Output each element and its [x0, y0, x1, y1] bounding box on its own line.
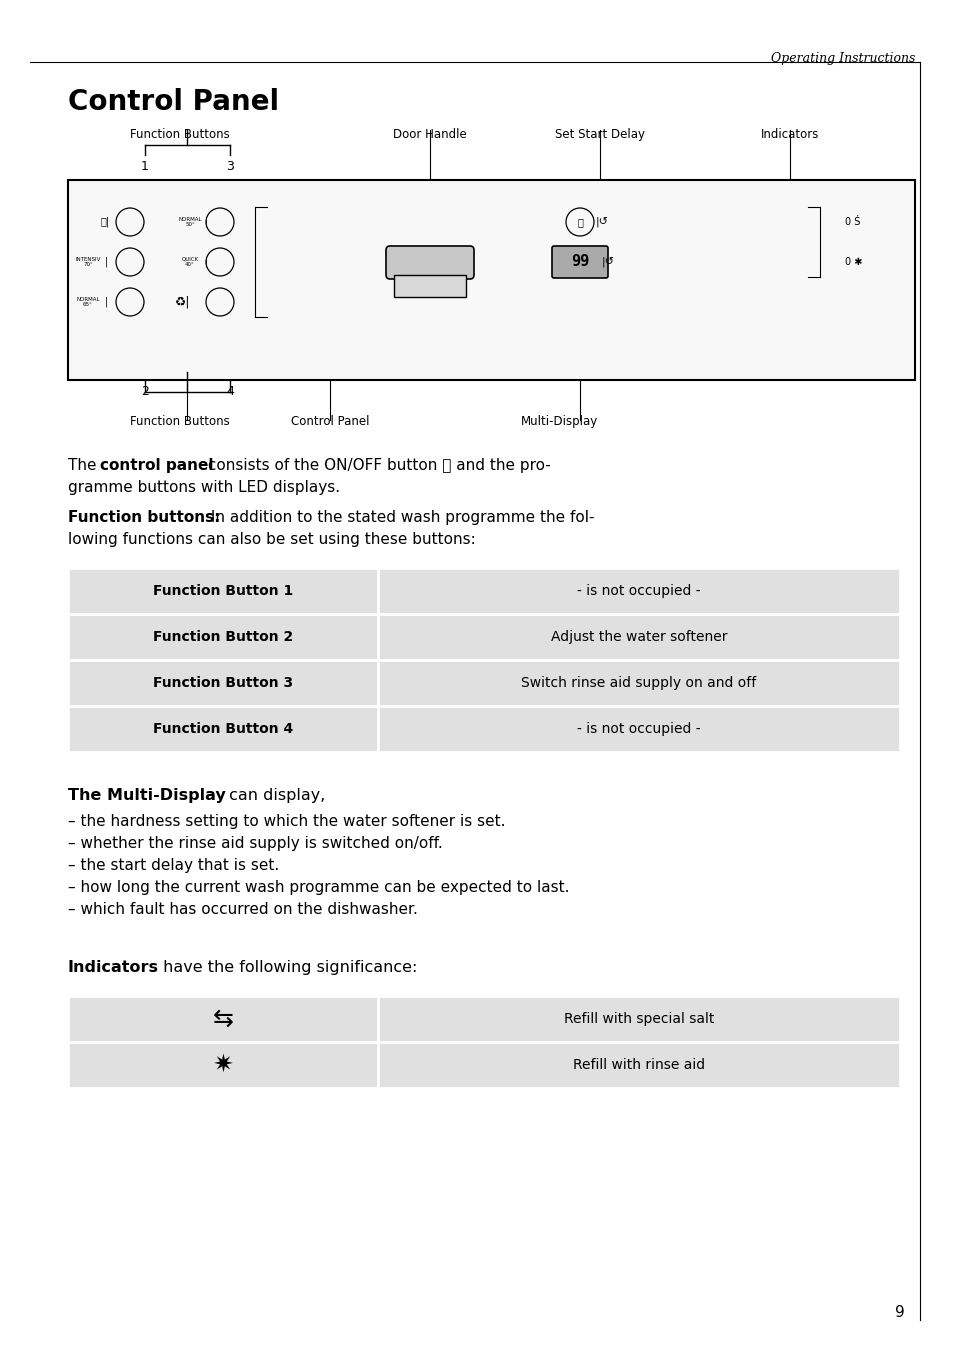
Text: Function Button 2: Function Button 2 — [152, 630, 293, 644]
Text: gramme buttons with LED displays.: gramme buttons with LED displays. — [68, 480, 340, 495]
Text: Function Button 1: Function Button 1 — [152, 584, 293, 598]
Text: |↺: |↺ — [601, 257, 614, 268]
Text: consists of the ON/OFF button Ⓢ and the pro-: consists of the ON/OFF button Ⓢ and the … — [203, 458, 550, 473]
Text: |: | — [104, 257, 108, 268]
Text: Adjust the water softener: Adjust the water softener — [550, 630, 726, 644]
Text: 1: 1 — [141, 160, 149, 173]
Text: Indicators: Indicators — [760, 128, 819, 141]
Text: Operating Instructions: Operating Instructions — [770, 51, 914, 65]
Text: lowing functions can also be set using these buttons:: lowing functions can also be set using t… — [68, 531, 476, 548]
Text: Function Button 3: Function Button 3 — [152, 676, 293, 690]
Text: INTENSIV
70°: INTENSIV 70° — [75, 257, 101, 268]
Bar — [394, 274, 465, 297]
Text: |↺: |↺ — [595, 216, 608, 227]
Text: |: | — [104, 296, 108, 307]
Bar — [68, 706, 899, 752]
Text: Multi-Display: Multi-Display — [521, 415, 598, 429]
Text: |: | — [204, 216, 208, 227]
Text: Function Buttons: Function Buttons — [130, 128, 230, 141]
Bar — [68, 614, 899, 660]
Text: 0 ✱: 0 ✱ — [844, 257, 862, 266]
Text: Function buttons:: Function buttons: — [68, 510, 220, 525]
Text: NORMAL
65°: NORMAL 65° — [76, 296, 100, 307]
Text: ⇆: ⇆ — [213, 1007, 233, 1032]
Bar — [68, 996, 899, 1042]
Text: In addition to the stated wash programme the fol-: In addition to the stated wash programme… — [206, 510, 594, 525]
Text: 0 Ś: 0 Ś — [844, 218, 860, 227]
Text: Control Panel: Control Panel — [68, 88, 279, 116]
FancyBboxPatch shape — [386, 246, 474, 279]
Text: Control Panel: Control Panel — [291, 415, 369, 429]
Text: Indicators: Indicators — [68, 960, 159, 975]
Text: Function Buttons: Function Buttons — [130, 415, 230, 429]
Text: QUICK
40°: QUICK 40° — [181, 257, 198, 268]
Text: 99: 99 — [570, 254, 589, 269]
Text: ⓘ: ⓘ — [577, 218, 582, 227]
Text: – whether the rinse aid supply is switched on/off.: – whether the rinse aid supply is switch… — [68, 836, 442, 850]
Bar — [68, 1042, 899, 1088]
Text: – how long the current wash programme can be expected to last.: – how long the current wash programme ca… — [68, 880, 569, 895]
Text: 2: 2 — [141, 385, 149, 397]
Bar — [68, 660, 899, 706]
Text: NORMAL
50°: NORMAL 50° — [178, 216, 201, 227]
Text: – the start delay that is set.: – the start delay that is set. — [68, 859, 279, 873]
Text: Function Button 4: Function Button 4 — [152, 722, 293, 735]
Text: can display,: can display, — [224, 788, 325, 803]
Text: 9: 9 — [894, 1305, 904, 1320]
Text: - is not occupied -: - is not occupied - — [577, 722, 700, 735]
Text: – the hardness setting to which the water softener is set.: – the hardness setting to which the wate… — [68, 814, 505, 829]
Text: Refill with special salt: Refill with special salt — [563, 1013, 714, 1026]
Text: ⓘ|: ⓘ| — [100, 216, 110, 227]
Text: – which fault has occurred on the dishwasher.: – which fault has occurred on the dishwa… — [68, 902, 417, 917]
Text: Refill with rinse aid: Refill with rinse aid — [573, 1059, 704, 1072]
Text: The: The — [68, 458, 101, 473]
Text: Switch rinse aid supply on and off: Switch rinse aid supply on and off — [521, 676, 756, 690]
Text: control panel: control panel — [100, 458, 213, 473]
FancyBboxPatch shape — [552, 246, 607, 279]
Bar — [68, 180, 914, 380]
Text: Set Start Delay: Set Start Delay — [555, 128, 644, 141]
Text: ✷: ✷ — [213, 1053, 233, 1078]
Text: Door Handle: Door Handle — [393, 128, 466, 141]
Text: The Multi-Display: The Multi-Display — [68, 788, 226, 803]
Text: 4: 4 — [226, 385, 233, 397]
Text: ♻|: ♻| — [175, 296, 191, 308]
Bar — [68, 568, 899, 614]
Text: |: | — [204, 257, 208, 268]
Text: have the following significance:: have the following significance: — [158, 960, 417, 975]
Text: 3: 3 — [226, 160, 233, 173]
Text: - is not occupied -: - is not occupied - — [577, 584, 700, 598]
